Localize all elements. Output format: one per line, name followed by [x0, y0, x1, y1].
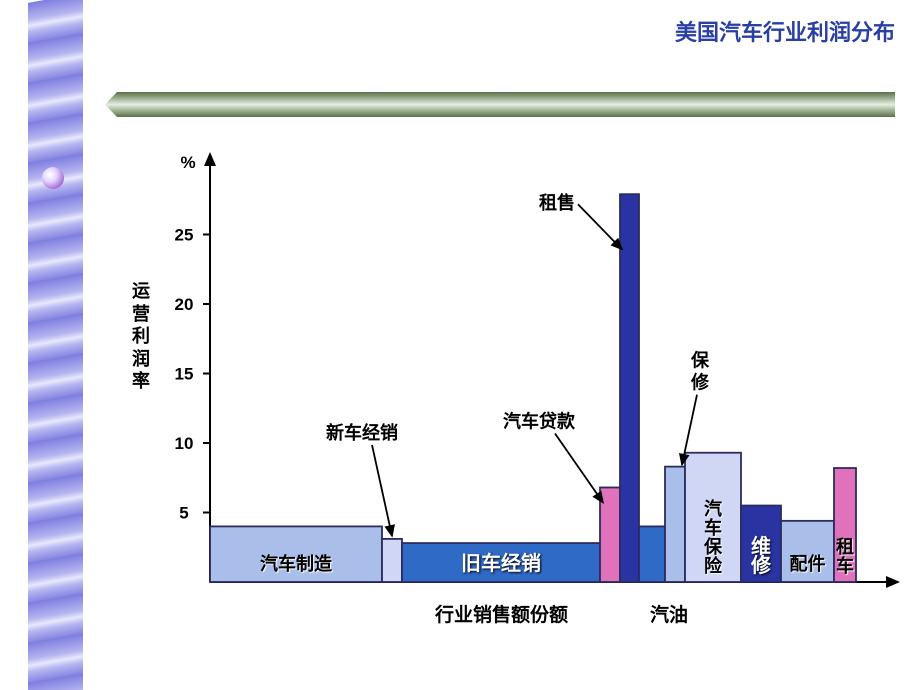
bar-label-rental: 租车 — [836, 536, 854, 576]
callout-lease: 租售 — [539, 192, 575, 213]
bar-warranty — [665, 467, 685, 582]
gas-axis-label: 汽油 — [650, 600, 688, 627]
bar-label-mfg: 汽车制造 — [260, 553, 332, 574]
svg-text:10: 10 — [175, 434, 194, 453]
profit-chart: % 5 10 15 20 25 汽车制造 旧车经销 汽车保险 维修配件租车 新车经销 汽车贷款 租… — [130, 150, 905, 630]
title-underline-bar — [95, 92, 895, 117]
svg-text:20: 20 — [175, 295, 194, 314]
y-axis-unit: % — [180, 153, 195, 172]
bar-lease — [620, 194, 639, 582]
x-axis-title: 行业销售额份额 — [435, 600, 568, 627]
bar-label-repair: 维修 — [750, 534, 772, 577]
slide-page: 美国汽车行业利润分布 运营利润率 — [0, 0, 920, 690]
callout-loan: 汽车贷款 — [503, 410, 576, 431]
bar-new — [382, 539, 402, 582]
bar-gas — [639, 526, 665, 582]
bar-label-ins: 汽车保险 — [703, 498, 723, 576]
y-axis-ticks: 5 10 15 20 25 — [175, 226, 210, 523]
callout-new: 新车经销 — [326, 422, 398, 443]
spiral-highlight-dot — [42, 167, 64, 189]
page-title: 美国汽车行业利润分布 — [675, 15, 895, 47]
svg-text:25: 25 — [175, 226, 194, 245]
svg-text:15: 15 — [175, 365, 194, 384]
chart-callouts: 新车经销 汽车贷款 租售保修 — [326, 192, 710, 536]
spiral-decoration — [28, 0, 83, 690]
chart-bars: 汽车制造 旧车经销 汽车保险 维修配件租车 — [210, 194, 856, 582]
bar-label-parts: 配件 — [790, 553, 826, 574]
callout-warranty: 保修 — [690, 350, 710, 393]
svg-text:5: 5 — [179, 504, 188, 523]
bar-label-used: 旧车经销 — [461, 551, 541, 575]
